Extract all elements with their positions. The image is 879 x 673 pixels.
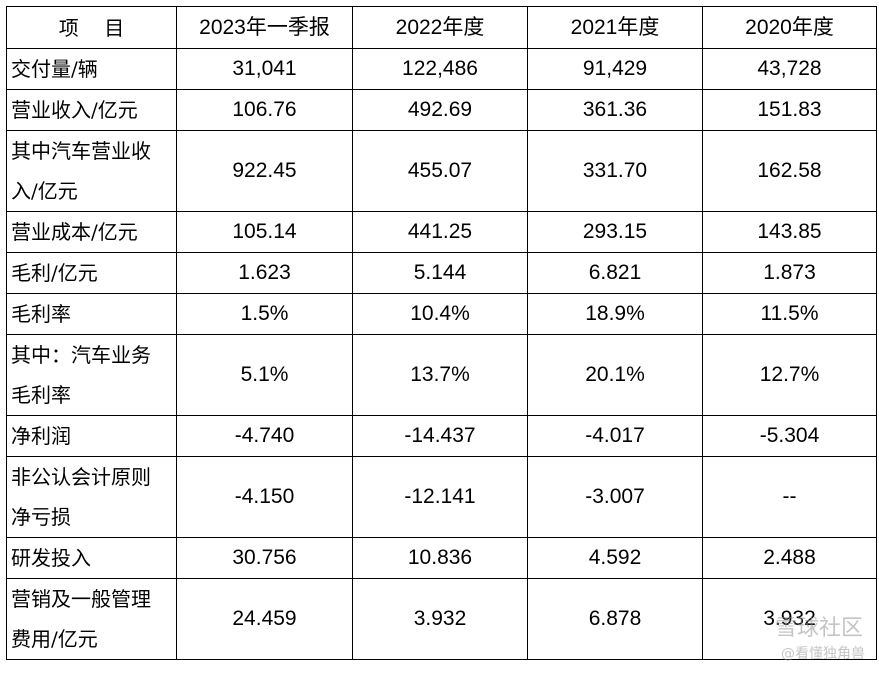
table-row: 非公认会计原则净亏损 -4.150 -12.141 -3.007 --: [6, 456, 877, 538]
value-cell: 12.7%: [702, 334, 877, 416]
financial-table: 项 目 2023年一季报 2022年度 2021年度 2020年度 交付量/辆 31,04…: [6, 6, 877, 660]
value-cell: 11.5%: [702, 293, 877, 335]
table-row: 交付量/辆 31,041 122,486 91,429 43,728: [6, 48, 877, 90]
value-cell: -4.150: [176, 456, 353, 538]
value-cell: 2.488: [702, 537, 877, 579]
value-cell: --: [702, 456, 877, 538]
value-cell: 1.623: [176, 252, 353, 294]
value-cell: -5.304: [702, 415, 877, 457]
header-cell: 2022年度: [352, 6, 528, 49]
value-cell: 331.70: [527, 130, 703, 212]
row-label: 毛利率: [6, 293, 177, 335]
value-cell: -4.017: [527, 415, 703, 457]
watermark-author: @看懂独角兽: [781, 646, 865, 662]
value-cell: 18.9%: [527, 293, 703, 335]
value-cell: -3.007: [527, 456, 703, 538]
value-cell: 293.15: [527, 211, 703, 253]
table-row: 毛利率 1.5% 10.4% 18.9% 11.5%: [6, 293, 877, 335]
header-cell: 2021年度: [527, 6, 703, 49]
value-cell: -14.437: [352, 415, 528, 457]
value-cell: 3.932: [702, 578, 877, 660]
table-row: 毛利/亿元 1.623 5.144 6.821 1.873: [6, 252, 877, 294]
value-cell: 106.76: [176, 89, 353, 131]
value-cell: 31,041: [176, 48, 353, 90]
header-row: 项 目 2023年一季报 2022年度 2021年度 2020年度: [6, 6, 877, 49]
row-label: 净利润: [6, 415, 177, 457]
value-cell: 1.5%: [176, 293, 353, 335]
table-row: 其中：汽车业务毛利率 5.1% 13.7% 20.1% 12.7%: [6, 334, 877, 416]
value-cell: 43,728: [702, 48, 877, 90]
value-cell: 441.25: [352, 211, 528, 253]
value-cell: 10.836: [352, 537, 528, 579]
value-cell: 20.1%: [527, 334, 703, 416]
row-label: 交付量/辆: [6, 48, 177, 90]
value-cell: 30.756: [176, 537, 353, 579]
header-cell: 2020年度: [702, 6, 877, 49]
watermark-site: 雪球社区: [774, 616, 863, 641]
value-cell: 361.36: [527, 89, 703, 131]
value-cell: 13.7%: [352, 334, 528, 416]
value-cell: 1.873: [702, 252, 877, 294]
row-label: 毛利/亿元: [6, 252, 177, 294]
table-row: 其中汽车营业收入/亿元 922.45 455.07 331.70 162.58: [6, 130, 877, 212]
table-row: 营业收入/亿元 106.76 492.69 361.36 151.83: [6, 89, 877, 131]
row-label: 研发投入: [6, 537, 177, 579]
value-cell: 6.878: [527, 578, 703, 660]
row-label: 营销及一般管理费用/亿元: [6, 578, 177, 660]
value-cell: 455.07: [352, 130, 528, 212]
value-cell: 3.932: [352, 578, 528, 660]
value-cell: -4.740: [176, 415, 353, 457]
value-cell: 4.592: [527, 537, 703, 579]
value-cell: 91,429: [527, 48, 703, 90]
value-cell: 151.83: [702, 89, 877, 131]
row-label: 营业成本/亿元: [6, 211, 177, 253]
value-cell: 922.45: [176, 130, 353, 212]
table-row: 净利润 -4.740 -14.437 -4.017 -5.304: [6, 415, 877, 457]
header-cell: 2023年一季报: [176, 6, 353, 49]
value-cell: 10.4%: [352, 293, 528, 335]
header-cell: 项 目: [6, 6, 177, 49]
table-row: 研发投入 30.756 10.836 4.592 2.488: [6, 537, 877, 579]
value-cell: 143.85: [702, 211, 877, 253]
value-cell: 5.144: [352, 252, 528, 294]
value-cell: 492.69: [352, 89, 528, 131]
table-row: 营销及一般管理费用/亿元 24.459 3.932 6.878 3.932: [6, 578, 877, 660]
value-cell: 105.14: [176, 211, 353, 253]
value-cell: 122,486: [352, 48, 528, 90]
value-cell: 6.821: [527, 252, 703, 294]
row-label: 营业收入/亿元: [6, 89, 177, 131]
row-label: 其中：汽车业务毛利率: [6, 334, 177, 416]
value-cell: 24.459: [176, 578, 353, 660]
value-cell: -12.141: [352, 456, 528, 538]
value-cell: 5.1%: [176, 334, 353, 416]
table-row: 营业成本/亿元 105.14 441.25 293.15 143.85: [6, 211, 877, 253]
row-label: 非公认会计原则净亏损: [6, 456, 177, 538]
value-cell: 162.58: [702, 130, 877, 212]
row-label: 其中汽车营业收入/亿元: [6, 130, 177, 212]
